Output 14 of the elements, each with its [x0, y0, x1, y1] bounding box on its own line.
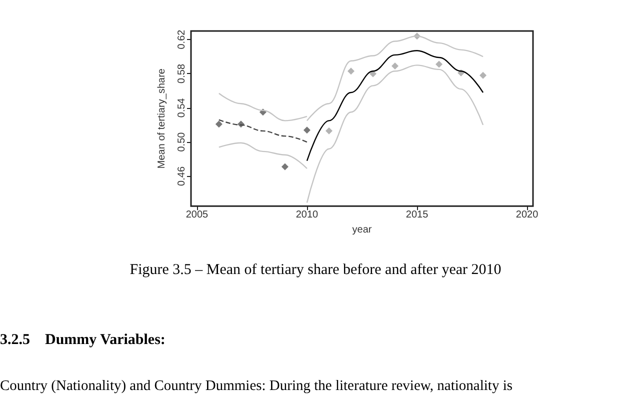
y-tick-label: 0.50: [176, 132, 188, 152]
y-tick-label: 0.46: [176, 166, 188, 186]
y-tick-label: 0.62: [176, 29, 188, 50]
y-axis-title: Mean of tertiary_share: [156, 68, 168, 169]
x-tick-label: 2010: [296, 210, 319, 221]
y-tick-label: 0.54: [176, 98, 188, 118]
x-tick-label: 2020: [516, 210, 539, 221]
x-tick-label: 2015: [406, 210, 429, 221]
text: Country (Nationality) and Country Dummies: During the literature review, nationality is: [0, 378, 512, 395]
caption: Figure 3.5 – Mean of tertiary share before and after year 2010: [128, 262, 502, 279]
y-tick-label: 0.58: [176, 64, 188, 84]
x-tick-label: 2005: [186, 210, 208, 221]
x-axis-title: year: [352, 224, 372, 236]
text: 3.2.5 Dummy Variables:: [0, 332, 166, 349]
